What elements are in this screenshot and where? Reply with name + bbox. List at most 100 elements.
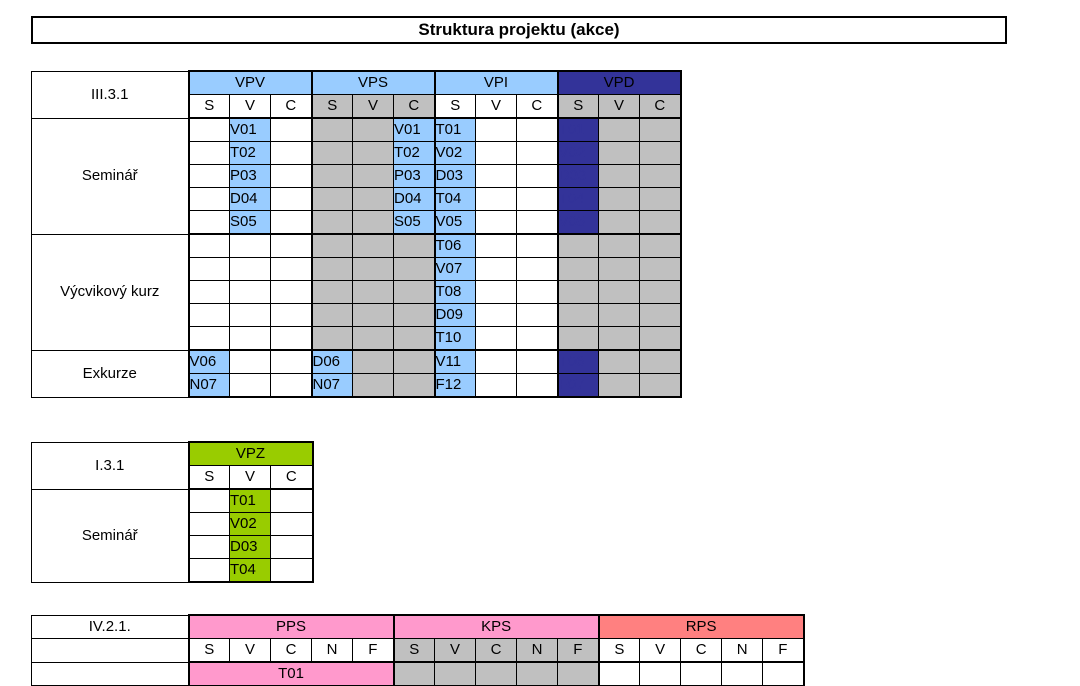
section-label: Exkurze [31,349,189,398]
table-cell [598,164,641,188]
header-row-groups: III.3.1 VPV VPS VPI VPD [31,70,682,119]
table-row: P03 P03 D03 D03 [32,164,682,188]
group-header-rps: RPS [597,614,805,639]
table-cell [475,210,517,235]
sub-header-s: S [187,94,230,119]
table-cell [310,280,353,304]
table-cell: F12 [433,373,476,398]
table-cell [393,257,436,281]
table-cell [187,210,230,235]
table-cell [598,257,641,281]
table-row: Exkurze V06 D06 V11 T06 [31,349,682,398]
table-cell: V06 [187,349,230,374]
sub-header-c: C [680,638,723,663]
sub-header-v: V [229,465,271,490]
table-cell [229,233,271,258]
table-cell [393,373,436,398]
table-cell [434,661,477,686]
group-header-kps: KPS [392,614,600,639]
table-cell [639,141,682,165]
table-cell [310,164,353,188]
table-cell [187,488,230,513]
table-cell [270,141,313,165]
table-cell [269,512,314,536]
table-cell: T06 [556,349,600,374]
table-cell [639,349,682,374]
table-cell [639,326,682,351]
table-cell [352,233,394,258]
table-cell: D03 [433,164,476,188]
table-row: D04 D04 T04 T04 [32,187,682,211]
table-row: Seminář T01 [31,488,314,583]
section-label: Seminář [31,117,189,235]
table-cell [393,326,436,351]
table-cell: T08 [433,280,476,304]
table-cell [352,326,394,351]
table-cell [516,661,559,686]
sub-header-s: S [187,465,230,490]
table-cell [515,303,559,327]
header-row-groups: I.3.1 VPZ [31,441,314,490]
table-cell [598,117,641,142]
table-cell [639,373,682,398]
table-cell [352,141,394,165]
table-cell [352,187,394,211]
sub-header-v: V [639,638,682,663]
table-row: D09 [32,303,682,327]
table-cell: P03 [229,164,271,188]
sub-header-n: N [311,638,353,663]
table-cell [639,661,682,686]
table-cell [310,233,353,258]
sub-header-s: S [392,638,436,663]
table-cell [310,210,353,235]
sub-header-v: V [352,94,394,119]
table-cell [187,257,230,281]
table-cell [187,187,230,211]
table-cell [597,661,641,686]
table-code: I.3.1 [31,441,189,490]
table-row: T08 [32,280,682,304]
sub-header-s: S [187,638,230,663]
table-cell [187,558,230,583]
table-cell: F07 [556,373,600,398]
table-cell [229,303,271,327]
table-row: T02 T02 V02 V02 [32,141,682,165]
table-cell: D03 [229,535,271,559]
table-cell [639,233,682,258]
table-cell [229,373,271,398]
table-cell [598,326,641,351]
table-cell [556,233,600,258]
table-cell [270,187,313,211]
table-cell [310,117,353,142]
table-row: V07 [32,257,682,281]
table-cell [680,661,723,686]
table-cell [270,117,313,142]
table-cell [229,280,271,304]
sub-header-s: S [310,94,353,119]
table-cell: N07 [310,373,353,398]
table-cell [639,303,682,327]
table-cell [392,661,436,686]
header-row-groups: IV.2.1. PPS KPS RPS [31,614,805,639]
table-cell [639,257,682,281]
table-cell [598,187,641,211]
table-cell [475,117,517,142]
table-cell [475,257,517,281]
table-cell [352,373,394,398]
table-cell: D03 [556,164,600,188]
table-cell [598,141,641,165]
table-cell [639,280,682,304]
table-cell: T06 [433,233,476,258]
table-iv-2-1: IV.2.1. PPS KPS RPS S V C N F S V C N F S V C N F T01 [31,614,805,686]
sub-header-v: V [229,638,271,663]
table-cell [352,164,394,188]
table-cell: T01 [556,117,600,142]
table-cell: T04 [433,187,476,211]
table-cell [515,141,559,165]
table-cell [515,164,559,188]
table-cell [229,326,271,351]
table-cell [393,303,436,327]
sub-header-n: N [721,638,764,663]
group-header-pps: PPS [187,614,395,639]
